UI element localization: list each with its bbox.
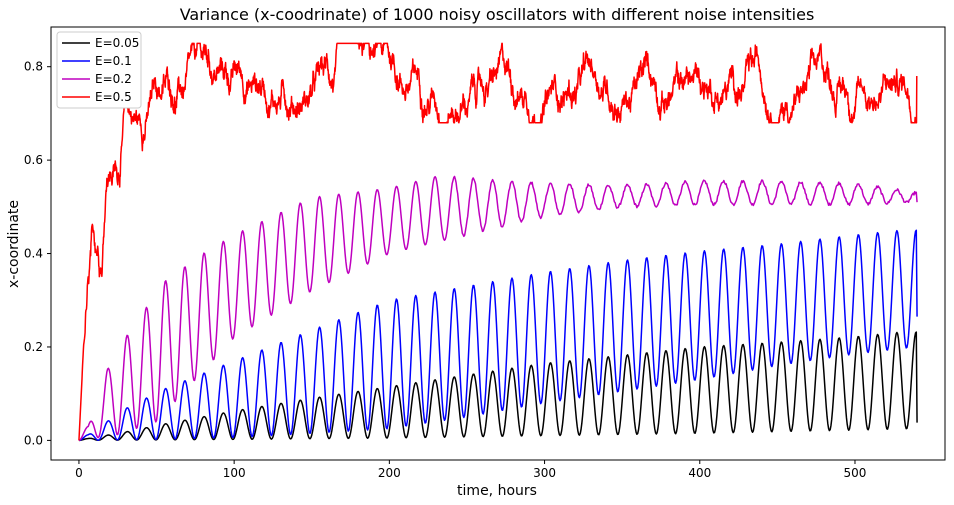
x-axis-label: time, hours [457, 483, 537, 499]
chart-title: Variance (x-coodrinate) of 1000 noisy os… [180, 5, 815, 24]
plot-area [50, 26, 946, 461]
x-tick-label: 400 [688, 466, 711, 480]
series-line-4 [78, 42, 918, 441]
legend-label: E=0.1 [95, 54, 132, 68]
series-line-2 [78, 229, 918, 442]
x-tick-label: 0 [75, 466, 83, 480]
legend: E=0.05 E=0.1 E=0.2 E=0.5 [56, 31, 142, 109]
legend-label: E=0.05 [95, 36, 139, 50]
x-tick-label: 300 [533, 466, 556, 480]
y-tick-label: 0.2 [24, 340, 43, 354]
x-tick-label: 200 [378, 466, 401, 480]
y-axis: 0.0 0.2 0.4 0.6 0.8 [24, 60, 51, 447]
plot-frame [50, 26, 946, 461]
y-tick-label: 0.8 [24, 60, 43, 74]
legend-label: E=0.2 [95, 72, 132, 86]
legend-box [56, 31, 142, 109]
x-tick-label: 100 [223, 466, 246, 480]
series-line-1 [78, 331, 918, 442]
x-axis: 0 100 200 300 400 500 [75, 460, 866, 480]
y-tick-label: 0.0 [24, 433, 43, 447]
series-layer [78, 42, 918, 442]
series-line-3 [78, 175, 918, 442]
y-tick-label: 0.4 [24, 247, 43, 261]
legend-label: E=0.5 [95, 90, 132, 104]
y-axis-label: x-coordinate [6, 200, 22, 288]
x-tick-label: 500 [844, 466, 867, 480]
y-tick-label: 0.6 [24, 153, 43, 167]
